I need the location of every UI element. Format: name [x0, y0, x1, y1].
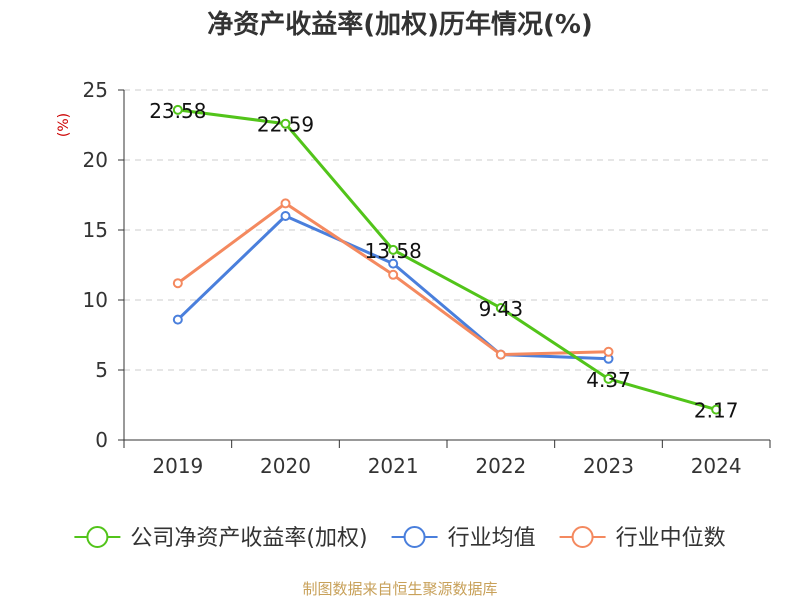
legend-label: 行业中位数 [616, 526, 726, 551]
y-tick-label: 0 [95, 428, 108, 452]
data-point [172, 278, 183, 289]
data-point [172, 314, 183, 325]
data-point [388, 269, 399, 280]
legend-swatch-marker [86, 526, 109, 548]
data-point [711, 404, 722, 415]
y-tick-label: 15 [83, 218, 108, 242]
source-note: 制图数据来自恒生聚源数据库 [302, 580, 497, 598]
x-tick-label: 2024 [691, 454, 742, 478]
legend-label: 公司净资产收益率(加权) [130, 526, 367, 551]
legend[interactable]: 公司净资产收益率(加权) 行业均值 行业中位数 [74, 526, 726, 551]
data-label: 2.17 [694, 399, 739, 423]
legend-item[interactable]: 行业均值 [391, 526, 536, 551]
series-layer [172, 104, 722, 415]
y-tick-label: 5 [95, 358, 108, 382]
x-tick-label: 2019 [152, 454, 203, 478]
data-label: 22.59 [257, 113, 314, 137]
data-label: 23.58 [149, 99, 206, 123]
legend-item[interactable]: 行业中位数 [559, 526, 726, 551]
data-label: 4.37 [586, 368, 631, 392]
y-axis-label: (%) [56, 113, 72, 137]
data-label-layer: 23.58 22.59 13.58 9.43 4.37 2.17 [149, 99, 738, 423]
data-point [280, 198, 291, 209]
data-point [388, 258, 399, 269]
data-point [280, 211, 291, 221]
x-tick-label: 2020 [260, 454, 311, 478]
x-tick-label: 2022 [475, 454, 526, 478]
chart-title: 净资产收益率(加权)历年情况(%) [207, 9, 593, 40]
legend-label: 行业均值 [448, 526, 536, 551]
data-point [495, 302, 506, 313]
axis-layer: 0 5 10 15 20 25 2019 2020 2021 2022 2023 2024 [83, 78, 771, 478]
data-label: 9.43 [479, 297, 524, 321]
data-point [280, 118, 291, 129]
data-point [388, 244, 399, 255]
legend-swatch-marker [403, 526, 426, 548]
data-label: 13.58 [365, 239, 422, 263]
y-tick-label: 20 [83, 148, 108, 172]
y-tick-label: 10 [83, 288, 108, 312]
x-tick-label: 2023 [583, 454, 634, 478]
x-tick-label: 2021 [368, 454, 419, 478]
data-point [495, 349, 506, 360]
legend-item[interactable]: 公司净资产收益率(加权) [74, 526, 368, 551]
data-point [603, 346, 614, 357]
y-tick-label: 25 [83, 78, 108, 102]
series-line [177, 108, 717, 412]
grid-layer [124, 89, 770, 371]
legend-swatch-marker [571, 526, 594, 548]
data-point [172, 104, 183, 115]
data-point [603, 373, 614, 384]
